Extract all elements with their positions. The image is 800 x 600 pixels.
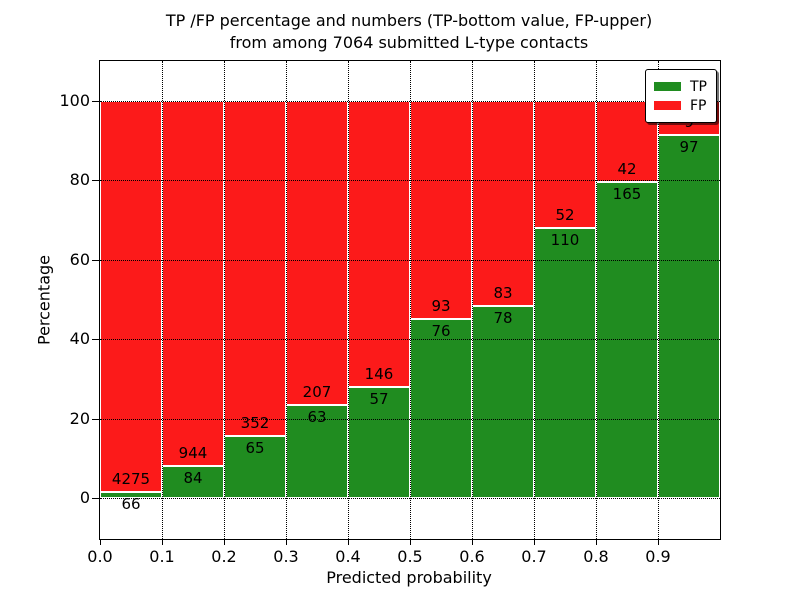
bar-value-label-tp-9: 97 (679, 137, 699, 156)
legend-row-FP: FP (654, 97, 708, 114)
x-tick-label-0.6: 0.6 (459, 547, 485, 566)
bar-segment-fp-3 (286, 101, 348, 406)
y-tick-label-40: 40 (69, 329, 90, 349)
bar-value-label-fp-0: 4275 (111, 469, 151, 488)
y-tick-label-20: 20 (69, 408, 90, 428)
bar-value-label-tp-6: 78 (493, 308, 513, 327)
x-tick-label-0.2: 0.2 (211, 547, 237, 566)
x-tick-label-0.0: 0.0 (87, 547, 113, 566)
bar-value-label-fp-2: 352 (240, 414, 270, 433)
y-tick-mark-0 (92, 498, 99, 499)
bar-value-label-tp-0: 66 (121, 494, 141, 513)
bar-segment-tp-7 (534, 228, 596, 498)
y-tick-mark-80 (92, 180, 99, 182)
y-tick-label-100: 100 (59, 91, 90, 110)
x-tick-mark-0.2 (224, 539, 225, 545)
x-tick-mark-0.8 (596, 539, 597, 545)
bar-segment-fp-2 (224, 101, 286, 437)
legend-label-FP: FP (690, 97, 707, 114)
x-tick-mark-0.9 (658, 539, 659, 545)
bar-segment-fp-0 (100, 101, 162, 492)
bar-segment-tp-5 (410, 319, 472, 498)
x-tick-mark-0.0 (100, 539, 101, 545)
y-tick-label-60: 60 (69, 249, 90, 269)
bar-value-label-fp-1: 944 (178, 443, 208, 462)
bar-value-label-fp-7: 52 (555, 206, 575, 225)
gridline-x-0.5 (410, 61, 411, 539)
bar-value-label-tp-2: 65 (245, 439, 265, 458)
bar-segment-fp-6 (472, 101, 534, 306)
gridline-x-0.3 (286, 61, 287, 539)
bar-segment-fp-1 (162, 101, 224, 466)
bar-segment-tp-3 (286, 405, 348, 498)
legend-box: TP FP (645, 69, 717, 123)
bar-value-label-tp-7: 110 (550, 231, 580, 250)
y-tick-mark-20 (92, 418, 99, 420)
y-tick-mark-100 (92, 101, 99, 102)
bar-value-label-tp-8: 165 (612, 184, 642, 203)
bar-value-label-fp-4: 146 (364, 364, 394, 383)
bar-segment-tp-0 (100, 491, 162, 498)
bar-value-label-fp-6: 83 (493, 283, 513, 302)
x-tick-label-0.3: 0.3 (273, 547, 299, 566)
x-tick-mark-0.1 (162, 539, 163, 545)
bar-value-label-tp-5: 76 (431, 322, 451, 341)
gridline-x-0.4 (348, 61, 349, 539)
bar-value-label-tp-3: 63 (307, 408, 327, 427)
x-tick-label-0.5: 0.5 (397, 547, 423, 566)
x-axis-label: Predicted probability (326, 568, 492, 587)
bar-segment-tp-9 (658, 134, 720, 498)
gridline-x-0.9 (658, 61, 659, 539)
y-tick-mark-60 (92, 259, 99, 261)
legend-label-TP: TP (690, 78, 707, 95)
y-tick-mark-40 (92, 339, 99, 341)
x-tick-label-0.1: 0.1 (149, 547, 175, 566)
x-tick-mark-0.4 (348, 539, 349, 545)
gridline-x-0.2 (224, 61, 225, 539)
bar-segment-fp-5 (410, 101, 472, 320)
x-tick-label-0.4: 0.4 (335, 547, 361, 566)
y-tick-label-80: 80 (69, 170, 90, 190)
y-tick-label-0: 0 (79, 488, 90, 507)
bar-value-label-fp-8: 42 (617, 159, 637, 178)
legend-row-TP: TP (654, 78, 708, 95)
x-tick-mark-0.5 (410, 539, 411, 545)
chart-title-line1: TP /FP percentage and numbers (TP-bottom… (165, 11, 653, 30)
bar-segment-fp-7 (534, 101, 596, 229)
bar-value-label-fp-5: 93 (431, 297, 451, 316)
x-tick-label-0.8: 0.8 (583, 547, 609, 566)
legend-swatch-FP (654, 101, 681, 110)
bar-segment-fp-4 (348, 101, 410, 387)
legend-swatch-TP (654, 82, 681, 91)
x-tick-mark-0.7 (534, 539, 535, 545)
gridline-x-0.1 (162, 61, 163, 539)
bar-segment-tp-2 (224, 436, 286, 498)
bar-value-label-tp-4: 57 (369, 389, 389, 408)
gridline-x-0.7 (534, 61, 535, 539)
x-tick-mark-0.6 (472, 539, 473, 545)
bar-segment-tp-6 (472, 305, 534, 498)
gridline-x-0.8 (596, 61, 597, 539)
gridline-x-0.6 (472, 61, 473, 539)
bar-segment-tp-4 (348, 386, 410, 498)
x-tick-label-0.7: 0.7 (521, 547, 547, 566)
x-tick-mark-0.3 (286, 539, 287, 545)
bar-value-label-fp-3: 207 (302, 383, 332, 402)
chart-title-line2: from among 7064 submitted L-type contact… (229, 33, 589, 52)
bar-value-label-tp-1: 84 (183, 468, 203, 487)
plot-area: 4275 66 944 84 352 65 207 63 146 57 93 76 83 78 52 110 4… (59, 60, 721, 566)
x-tick-label-0.9: 0.9 (645, 547, 671, 566)
